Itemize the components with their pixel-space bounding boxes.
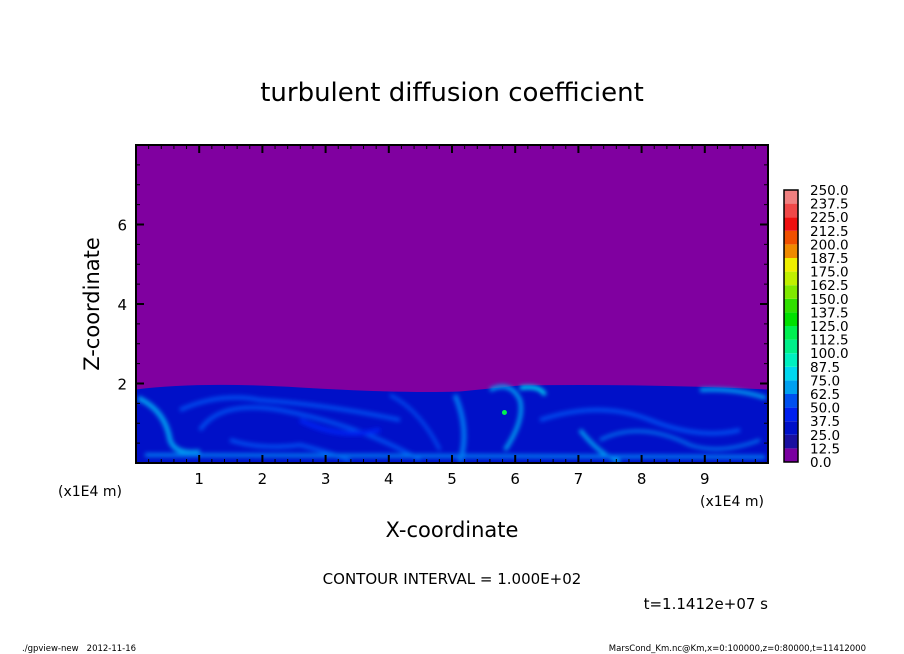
x-tick-label: 7 — [574, 470, 584, 488]
colorbar-swatch — [784, 190, 798, 204]
y-tick-label: 2 — [117, 376, 127, 394]
colorbar-label: 150.0 — [810, 292, 849, 308]
colorbar-label: 12.5 — [810, 441, 840, 457]
y-tick-label: 4 — [117, 296, 127, 314]
colorbar-swatch — [784, 434, 798, 449]
swirl — [137, 395, 201, 455]
footer-right: MarsCond_Km.nc@Km,x=0:100000,z=0:80000,t… — [609, 644, 866, 654]
x-tick-label: 2 — [258, 470, 268, 488]
hotspot — [501, 410, 507, 416]
swirl — [198, 405, 422, 462]
time-label: t=1.1412e+07 s — [644, 595, 769, 613]
colorbar-swatch — [784, 421, 798, 435]
swirl — [539, 408, 741, 436]
swirl — [699, 387, 767, 400]
colorbar-label: 87.5 — [810, 360, 840, 376]
colorbar-label: 212.5 — [810, 224, 849, 240]
colorbar-swatch — [784, 230, 798, 245]
x-tick-label: 1 — [194, 470, 204, 488]
colorbar-swatch — [784, 448, 798, 462]
colorbar-label: 137.5 — [810, 305, 849, 321]
y-tick-label: 6 — [117, 217, 127, 235]
colorbar-label: 0.0 — [810, 455, 831, 471]
swirl — [489, 384, 523, 452]
colorbar-swatch — [784, 258, 798, 272]
y-axis: 2 4 6 — [117, 144, 768, 464]
colorbar-label: 250.0 — [810, 183, 849, 199]
colorbar-label: 200.0 — [810, 237, 849, 253]
x-unit-left: (x1E4 m) — [58, 484, 122, 500]
colorbar-label: 112.5 — [810, 333, 849, 349]
contour-interval: CONTOUR INTERVAL = 1.000E+02 — [323, 570, 582, 588]
x-axis: 1 2 3 4 5 6 7 8 9 — [135, 145, 769, 488]
swirl — [144, 453, 766, 459]
colorbar-label: 175.0 — [810, 265, 849, 281]
colorbar-label: 50.0 — [810, 401, 840, 417]
x-tick-label: 5 — [447, 470, 457, 488]
colorbar-swatch — [784, 394, 798, 408]
colorbar-swatch — [784, 366, 798, 381]
colorbar-label: 100.0 — [810, 346, 849, 362]
colorbar-swatch — [784, 244, 798, 258]
colorbar-swatch — [784, 326, 798, 340]
colorbar-label: 37.5 — [810, 414, 840, 430]
colorbar-swatch — [784, 298, 798, 313]
x-tick-label: 4 — [384, 470, 394, 488]
y-axis-label: Z-coordinate — [80, 237, 104, 371]
x-tick-label: 6 — [510, 470, 520, 488]
colorbar: 0.012.525.037.550.062.575.087.5100.0112.… — [783, 183, 849, 471]
footer-left: ./gpview-new 2012-11-16 — [22, 644, 136, 654]
colorbar-label: 75.0 — [810, 373, 840, 389]
swirl — [298, 417, 381, 436]
colorbar-swatch — [784, 203, 798, 218]
colorbar-swatch — [784, 407, 798, 422]
colorbar-swatch — [784, 217, 798, 231]
colorbar-label: 162.5 — [810, 278, 849, 294]
colorbar-frame — [783, 189, 799, 463]
colorbar-label: 125.0 — [810, 319, 849, 335]
colorbar-swatch — [784, 285, 798, 299]
colorbar-swatch — [784, 312, 798, 326]
colorbar-swatch — [784, 271, 798, 286]
swirl — [599, 429, 761, 451]
turbulent-layer — [137, 384, 767, 462]
colorbar-swatch — [784, 353, 798, 367]
swirl — [389, 393, 442, 451]
chart-title: turbulent diffusion coefficient — [260, 78, 644, 108]
x-tick-label: 9 — [700, 470, 710, 488]
x-axis-label: X-coordinate — [386, 518, 519, 542]
colorbar-swatch — [784, 380, 798, 394]
colorbar-swatch — [784, 339, 798, 354]
colorbar-label: 225.0 — [810, 210, 849, 226]
colorbar-label: 187.5 — [810, 251, 849, 267]
x-unit-right: (x1E4 m) — [700, 494, 764, 510]
x-tick-label: 3 — [321, 470, 331, 488]
colorbar-label: 62.5 — [810, 387, 840, 403]
swirl — [179, 395, 401, 422]
x-tick-label: 8 — [637, 470, 647, 488]
colorbar-label: 237.5 — [810, 197, 849, 213]
colorbar-label: 25.0 — [810, 428, 840, 444]
swirl — [519, 385, 547, 397]
